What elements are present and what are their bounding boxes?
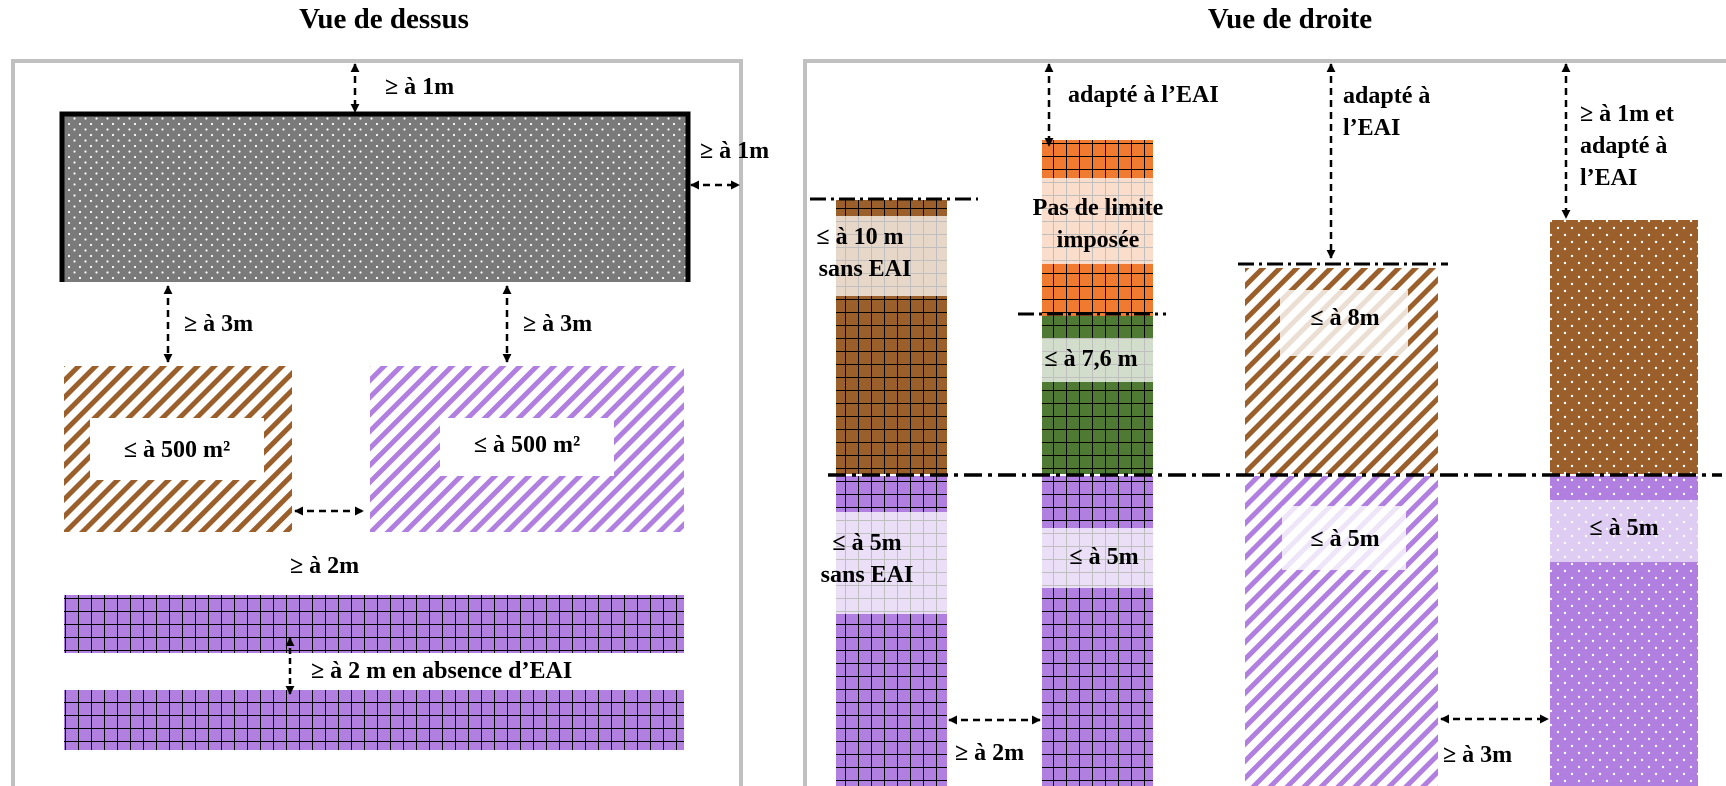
purple-grid-row-2	[64, 690, 684, 750]
col2-low-label-box	[1042, 528, 1153, 588]
col3-top-gap-label-1: adapté à	[1343, 83, 1430, 109]
col4-brown-dotted	[1550, 220, 1698, 474]
brown-block-area-label: ≤ à 500 m²	[124, 437, 230, 463]
dist-left-block-label: ≥ à 3m	[184, 311, 253, 337]
top-view-panel: ≥ à 1m ≥ à 1m ≥ à 3m ≥ à 3m ≤ à 500 m² ≤…	[11, 59, 769, 786]
col3-low-label: ≤ à 5m	[1310, 526, 1379, 552]
brown-block-label-box	[90, 418, 264, 480]
main-storage-block	[62, 114, 688, 282]
col3-top-gap-label-2: l’EAI	[1343, 115, 1400, 141]
dist-between-blocks-label: ≥ à 2m	[290, 553, 359, 579]
gap-col3-col4-label: ≥ à 3m	[1443, 742, 1512, 768]
col4-top-gap-label-3: l’EAI	[1580, 165, 1637, 191]
right-view-panel: ≤ à 10 m sans EAI ≤ à 5m sans EAI Pas de…	[803, 59, 1726, 786]
col2-limit-label-2: imposée	[1057, 227, 1140, 253]
col4-low-label: ≤ à 5m	[1589, 515, 1658, 541]
purple-grid-row-1	[64, 595, 684, 653]
dist-top-label: ≥ à 1m	[385, 74, 454, 100]
col1-high-label-box	[836, 216, 947, 296]
col3-high-label: ≤ à 8m	[1310, 305, 1379, 331]
col4-top-gap-label-2: adapté à	[1580, 133, 1667, 159]
col2-mid-label: ≤ à 7,6 m	[1044, 346, 1137, 372]
title-top-view: Vue de dessus	[299, 3, 469, 35]
col3-high-label-box	[1280, 290, 1408, 356]
col2-mid-label-box	[1042, 338, 1153, 382]
main-storage-outline	[59, 111, 691, 282]
col3-low-label-box	[1282, 506, 1406, 570]
dist-right-block-label: ≥ à 3m	[523, 311, 592, 337]
purple-block-area-label: ≤ à 500 m²	[474, 432, 580, 458]
dist-between-rows-label: ≥ à 2 m en absence d’EAI	[311, 658, 572, 684]
gap-col1-col2-label: ≥ à 2m	[955, 740, 1024, 766]
col2-limit-label-1: Pas de limite	[1033, 195, 1164, 221]
title-right-view: Vue de droite	[1208, 3, 1372, 35]
col1-height-label-2: sans EAI	[819, 256, 912, 282]
col1-low-label-box	[836, 512, 947, 614]
col1-low-label-2: sans EAI	[821, 562, 914, 588]
col4-low-label-box	[1550, 500, 1698, 562]
col2-low-label: ≤ à 5m	[1069, 544, 1138, 570]
col2-limit-label-box	[1042, 178, 1153, 264]
col2-top-gap-label: adapté à l’EAI	[1068, 82, 1219, 108]
col1-height-label-1: ≤ à 10 m	[816, 224, 903, 250]
col2-purple-grid	[1042, 476, 1153, 786]
purple-block-label-box	[440, 418, 614, 476]
row-gap-label-box	[305, 655, 615, 688]
col1-low-label-1: ≤ à 5m	[832, 530, 901, 556]
dist-right-label: ≥ à 1m	[700, 138, 769, 164]
col4-top-gap-label-1: ≥ à 1m et	[1580, 101, 1674, 127]
